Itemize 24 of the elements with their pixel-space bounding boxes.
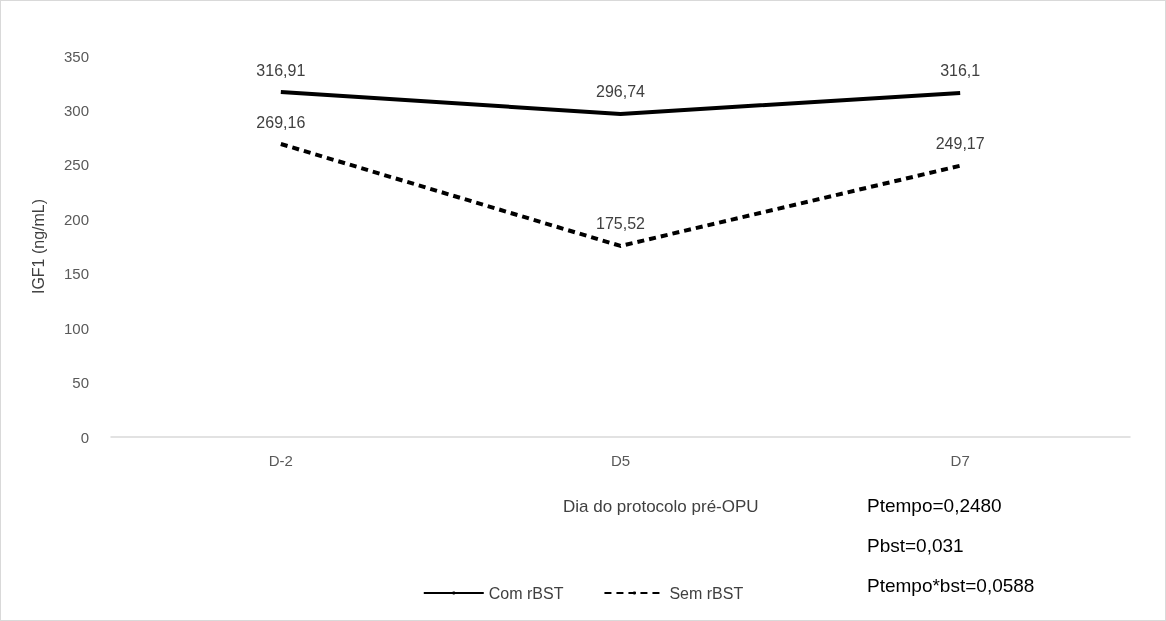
data-label: 316,1 bbox=[940, 62, 981, 80]
data-label: 249,17 bbox=[935, 135, 985, 153]
y-tick-label: 0 bbox=[80, 428, 89, 446]
x-axis-title: Dia do protocolo pré-OPU bbox=[563, 497, 759, 516]
y-axis-title: IGF1 (ng/mL) bbox=[29, 198, 47, 295]
data-label: 175,52 bbox=[596, 215, 646, 233]
data-label: 296,74 bbox=[596, 83, 646, 101]
y-tick-label: 150 bbox=[63, 265, 89, 283]
text: Pbst=0,031 bbox=[867, 535, 964, 556]
x-tick-label: D-2 bbox=[268, 452, 293, 469]
data-label: 316,91 bbox=[256, 61, 306, 79]
legend-label: Com rBST bbox=[488, 584, 564, 602]
y-tick-label: 100 bbox=[63, 319, 89, 337]
y-tick-label: 300 bbox=[63, 101, 89, 119]
y-tick-label: 250 bbox=[63, 156, 89, 174]
legend-label: Sem rBST bbox=[669, 584, 744, 602]
data-label: 269,16 bbox=[256, 113, 306, 131]
x-tick-label: D5 bbox=[610, 452, 631, 469]
y-tick-label: 50 bbox=[72, 374, 89, 392]
y-tick-label: 200 bbox=[63, 210, 89, 228]
text: Ptempo=0,2480 bbox=[867, 495, 1002, 516]
y-tick-label: 350 bbox=[63, 47, 89, 65]
x-tick-label: D7 bbox=[950, 452, 970, 469]
text: Ptempo*bst=0,0588 bbox=[867, 575, 1035, 596]
